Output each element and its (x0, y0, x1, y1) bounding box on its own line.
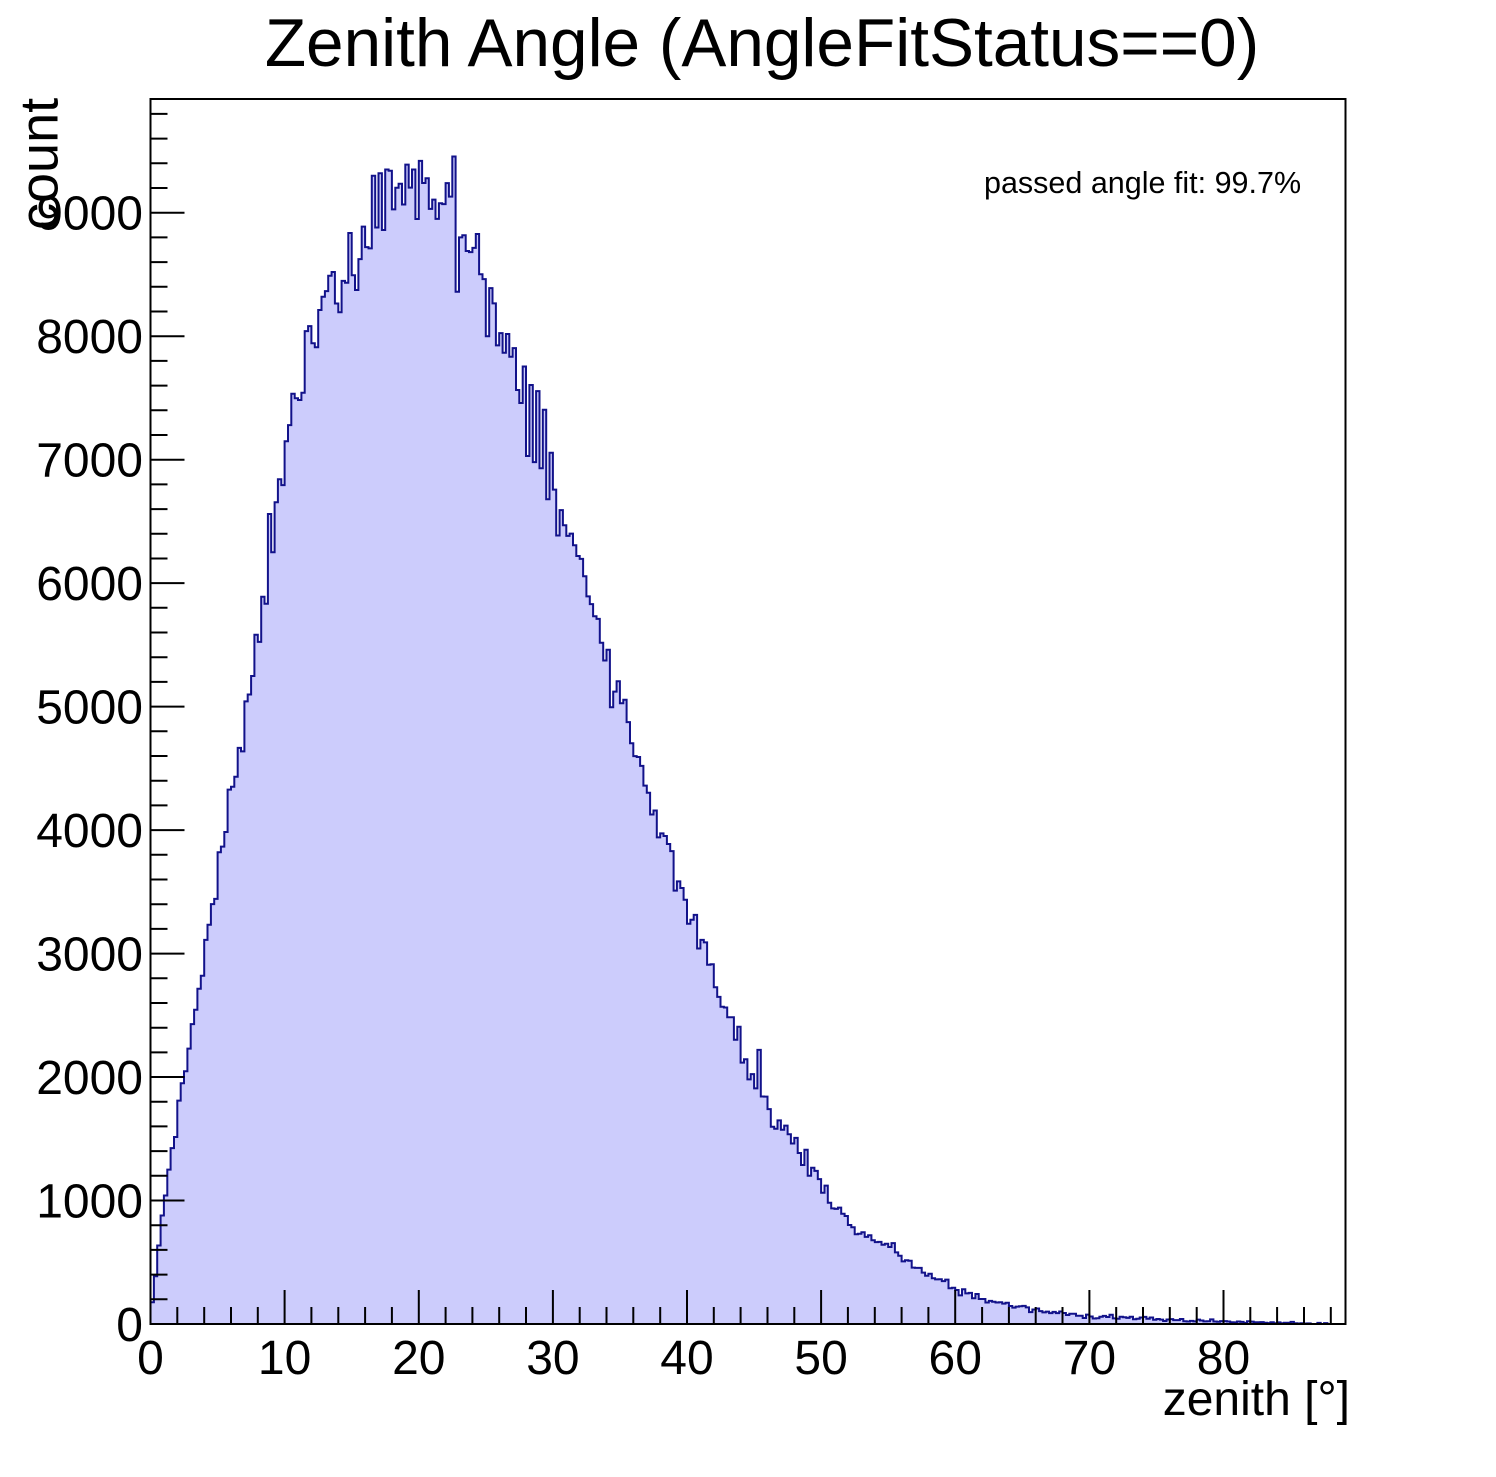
svg-text:6000: 6000 (36, 558, 143, 611)
svg-text:passed angle fit: 99.7%: passed angle fit: 99.7% (984, 166, 1301, 200)
svg-text:30: 30 (526, 1332, 579, 1385)
svg-text:0: 0 (116, 1299, 143, 1352)
svg-text:60: 60 (929, 1332, 982, 1385)
svg-text:50: 50 (794, 1332, 847, 1385)
svg-text:0: 0 (137, 1332, 164, 1385)
svg-text:2000: 2000 (36, 1052, 143, 1105)
svg-text:70: 70 (1063, 1332, 1116, 1385)
svg-text:1000: 1000 (36, 1176, 143, 1229)
svg-text:10: 10 (258, 1332, 311, 1385)
svg-text:8000: 8000 (36, 311, 143, 364)
svg-text:zenith [°]: zenith [°] (1163, 1373, 1350, 1426)
svg-text:40: 40 (660, 1332, 713, 1385)
svg-text:count: count (10, 98, 70, 230)
svg-text:9000: 9000 (36, 188, 143, 241)
svg-text:Zenith Angle (AngleFitStatus==: Zenith Angle (AngleFitStatus==0) (265, 6, 1259, 81)
svg-text:80: 80 (1197, 1332, 1250, 1385)
svg-text:5000: 5000 (36, 682, 143, 735)
svg-text:3000: 3000 (36, 929, 143, 982)
svg-text:4000: 4000 (36, 805, 143, 858)
svg-text:20: 20 (392, 1332, 445, 1385)
svg-text:7000: 7000 (36, 435, 143, 488)
